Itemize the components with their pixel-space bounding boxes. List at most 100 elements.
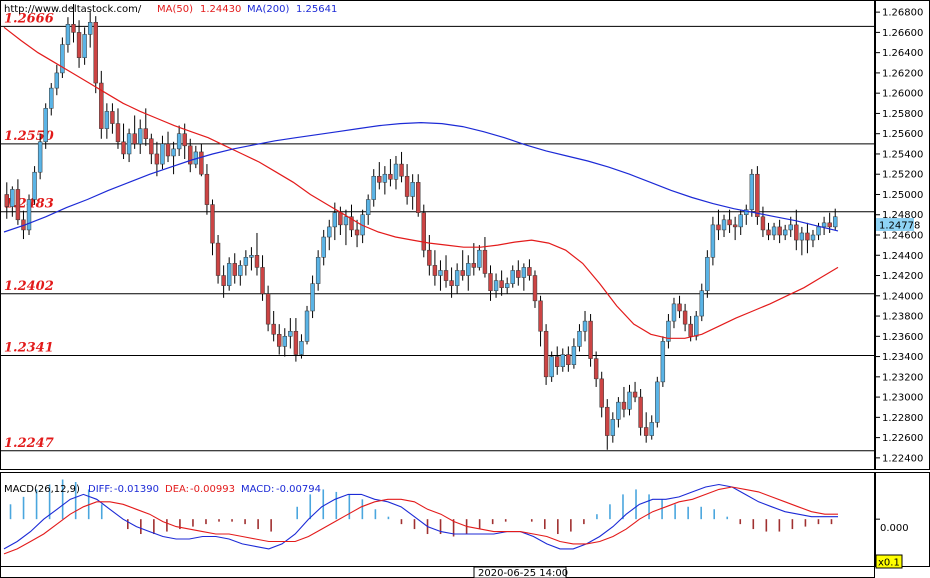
candle-body xyxy=(516,270,521,278)
candle-body xyxy=(810,234,816,241)
candle-body xyxy=(176,133,182,150)
candle-body xyxy=(221,275,226,286)
candle-body xyxy=(538,300,543,332)
candle-body xyxy=(805,232,810,241)
macd-diff-label: DIFF: xyxy=(88,484,113,495)
candle-body xyxy=(160,143,165,165)
ma200-label: MA(200) xyxy=(247,4,289,15)
candle-body xyxy=(238,265,243,276)
candle-body xyxy=(677,303,682,312)
candle-body xyxy=(705,257,710,291)
macd-hist-label: MACD: xyxy=(241,484,274,495)
price-tick-label: 1.22600 xyxy=(882,433,923,444)
candle-body xyxy=(699,290,704,317)
price-tick-label: 1.23600 xyxy=(882,332,923,343)
macd-zero-label: 0.000 xyxy=(880,523,909,534)
current-price-tag xyxy=(876,218,914,231)
candle-body xyxy=(593,358,599,380)
candle-body xyxy=(149,138,154,155)
candle-body xyxy=(121,141,126,155)
candle-body xyxy=(732,224,738,228)
candle-body xyxy=(782,229,788,236)
candle-body xyxy=(54,72,60,89)
ma200-line xyxy=(3,121,839,233)
candle-body xyxy=(660,341,666,383)
candle-body xyxy=(833,216,838,228)
level-label: 1.2341 xyxy=(4,341,54,356)
price-tick-label: 1.23000 xyxy=(882,393,923,404)
candle-body xyxy=(749,173,755,210)
candle-body xyxy=(588,320,593,359)
price-tick-label: 1.25200 xyxy=(882,170,923,181)
candle-body xyxy=(443,270,449,281)
candle-body xyxy=(199,151,204,175)
price-panel-frame xyxy=(0,0,875,470)
candle-body xyxy=(260,267,265,295)
ma50-label: MA(50) xyxy=(157,4,193,15)
crosshair-date-box xyxy=(473,566,567,578)
candle-body xyxy=(249,255,254,258)
candle-body xyxy=(188,145,193,165)
price-tick-label: 1.24200 xyxy=(882,271,923,282)
candle-body xyxy=(10,189,15,207)
candle-body xyxy=(93,22,98,84)
candle-body xyxy=(154,153,160,165)
candle-body xyxy=(482,249,488,274)
candle-body xyxy=(666,320,671,342)
price-tick-label: 1.22400 xyxy=(882,453,923,464)
candle-body xyxy=(304,310,310,342)
candle-body xyxy=(254,255,260,268)
macd-title: MACD(26,12,9) xyxy=(4,484,80,495)
price-tick-label: 1.24000 xyxy=(882,291,923,302)
candle-body xyxy=(26,199,32,231)
candle-body xyxy=(638,396,643,428)
candle-body xyxy=(605,406,610,436)
price-axis: 1.26800 1.26600 1.26400 1.26200 1.26000 1.258… xyxy=(876,8,923,464)
ma50-line xyxy=(3,26,839,339)
price-tick-label: 1.23200 xyxy=(882,372,923,383)
price-tick-label: 1.23400 xyxy=(882,352,923,363)
candle-body xyxy=(744,209,749,215)
candle-body xyxy=(477,249,482,268)
candle-body xyxy=(204,173,210,205)
candle-body xyxy=(210,204,215,244)
price-tick-label: 1.26800 xyxy=(882,8,923,19)
candle-body xyxy=(399,163,404,177)
candle-body xyxy=(643,427,649,436)
price-tick-label: 1.22800 xyxy=(882,413,923,424)
candle-body xyxy=(688,323,693,337)
candle-body xyxy=(649,422,654,436)
candle-body xyxy=(532,275,538,302)
price-axis-frame xyxy=(875,0,930,470)
candle-body xyxy=(788,224,793,231)
candle-body xyxy=(115,123,121,143)
candle-body xyxy=(766,229,771,236)
candle-body xyxy=(543,330,549,378)
candle-body xyxy=(82,34,87,58)
level-label: 1.2402 xyxy=(4,279,54,294)
candle-body xyxy=(15,189,21,221)
candle-body xyxy=(126,133,132,155)
candle-body xyxy=(377,175,382,183)
candle-body xyxy=(493,280,499,291)
scale-button[interactable] xyxy=(875,554,903,569)
candle-body xyxy=(771,226,777,236)
candle-body xyxy=(143,128,148,140)
macd-hist-value: -0.00794 xyxy=(276,484,321,495)
candle-body xyxy=(694,315,699,337)
scale-button-label[interactable]: x0.1 xyxy=(878,558,900,569)
candle-body xyxy=(555,356,560,367)
candle-body xyxy=(32,171,37,200)
candle-body xyxy=(499,280,504,288)
price-tick-label: 1.26600 xyxy=(882,28,923,39)
candle-body xyxy=(165,143,171,157)
crosshair-date-label: 2020-06-25 14:00 xyxy=(478,568,568,578)
candle-body xyxy=(365,199,371,215)
price-tick-label: 1.25000 xyxy=(882,190,923,201)
candle-body xyxy=(226,263,232,286)
site-url[interactable]: http://www.deltastock.com/ xyxy=(4,4,142,15)
macd-dea-label: DEA: xyxy=(165,484,189,495)
candle-body xyxy=(349,216,354,231)
candle-body xyxy=(277,334,282,347)
